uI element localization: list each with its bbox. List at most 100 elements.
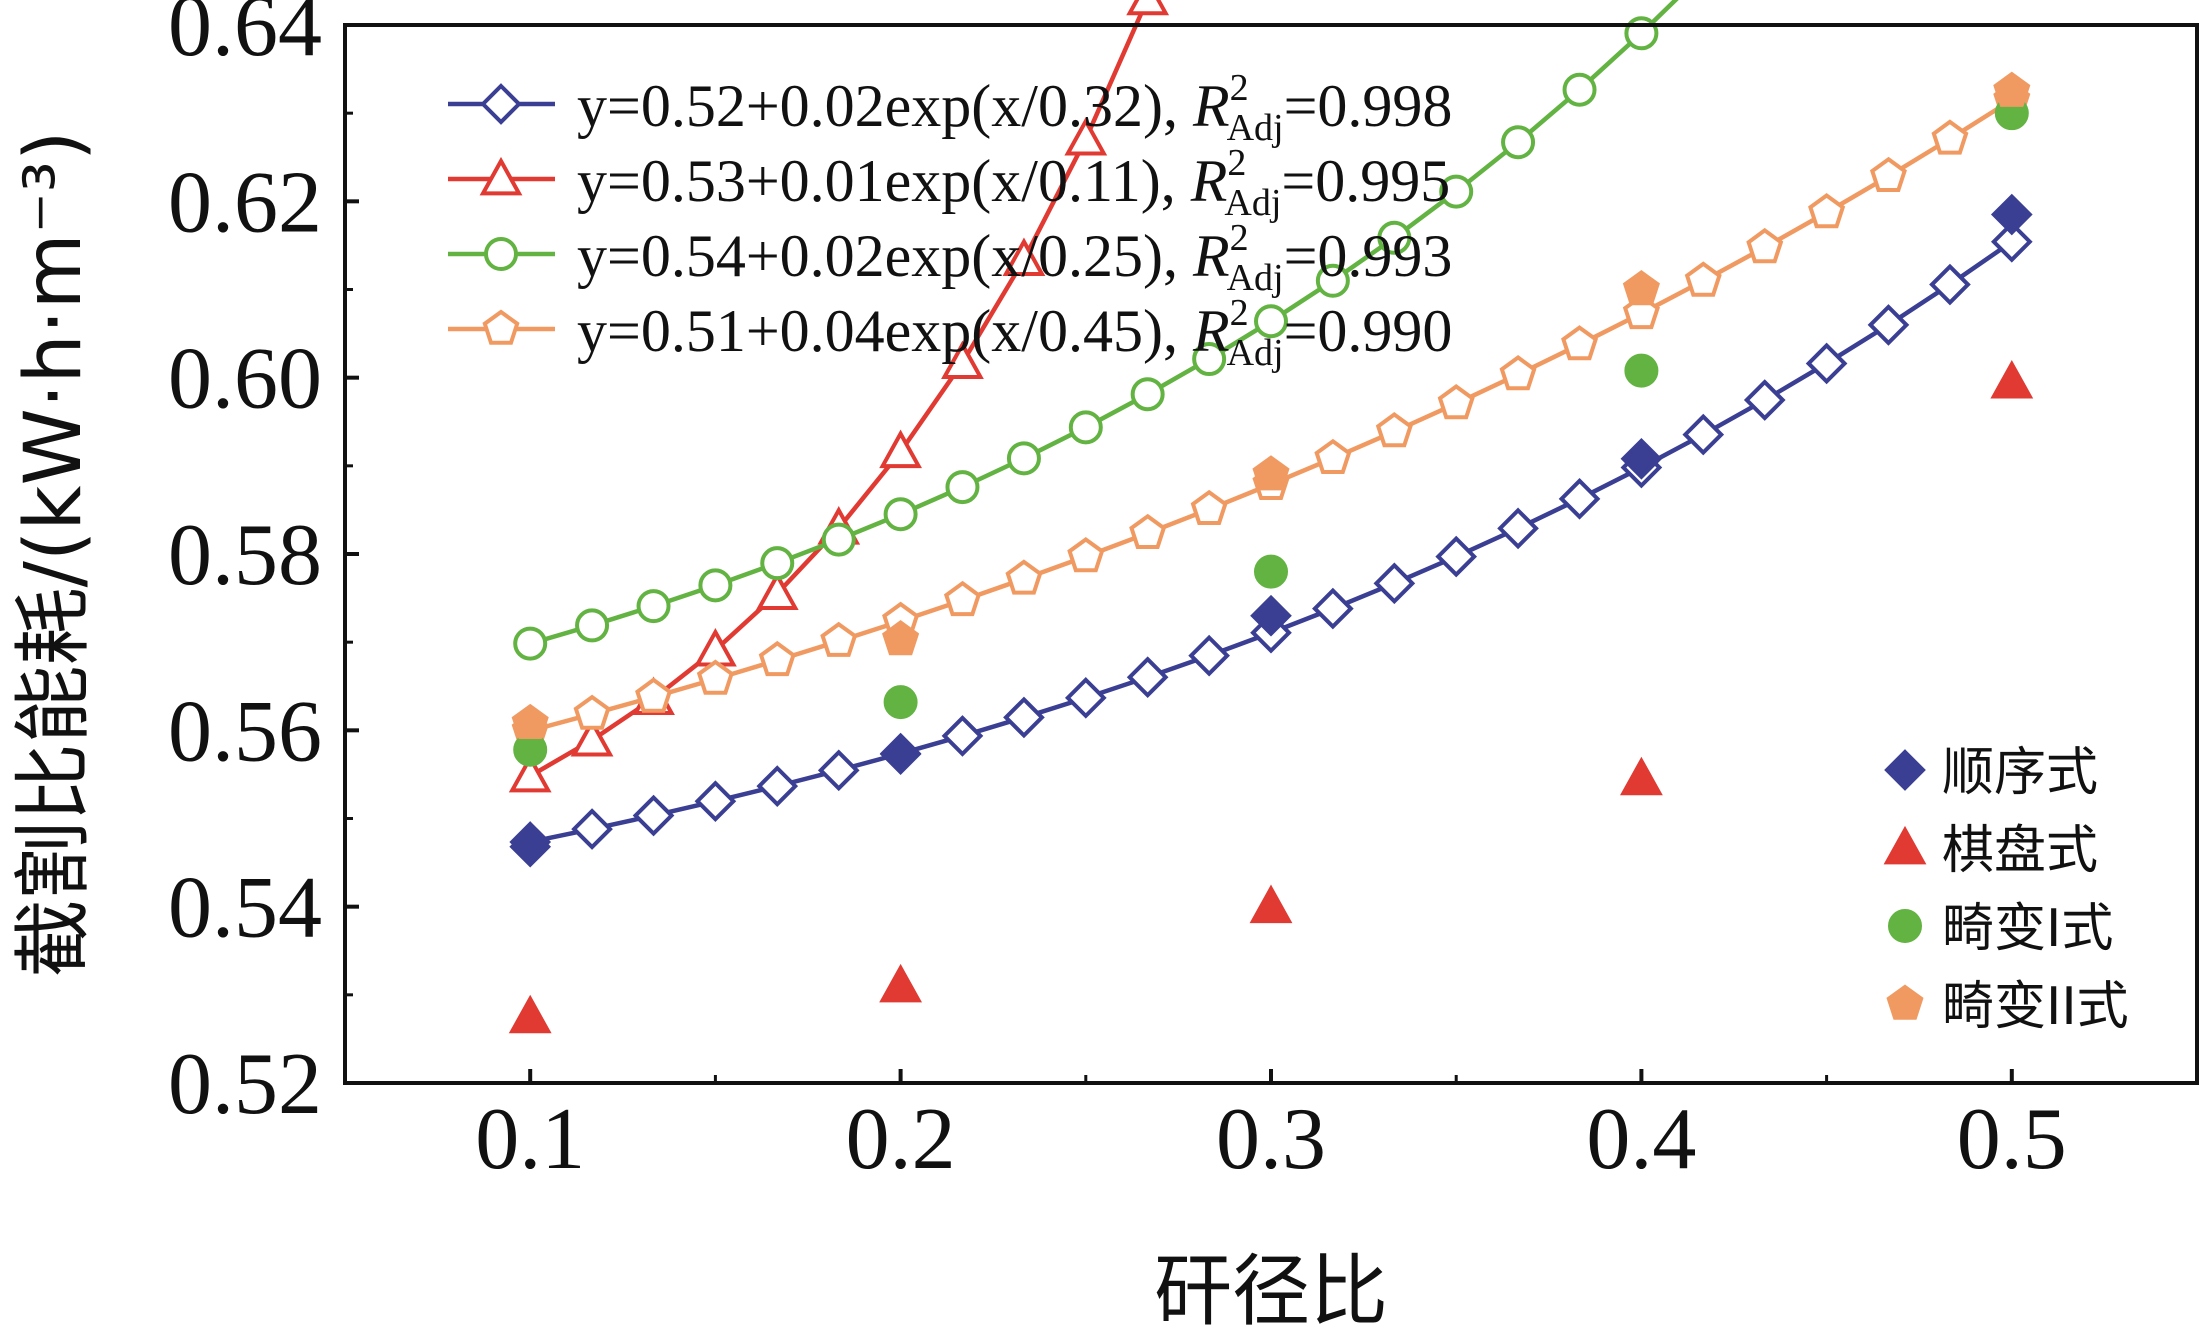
data-point [509,825,552,868]
data-point [508,994,552,1034]
data-point [1254,554,1288,589]
fit-distorted-1-point [1377,220,1412,255]
fit-legend-entry: y=0.51+0.04exp(x/0.45), R2 Adj=0.990 [448,292,1452,374]
r-symbol: R [1192,73,1230,139]
data-point [1620,756,1663,796]
fit-legend-label: y=0.53+0.01exp(x/0.11), R2 Adj=0.995 [577,142,1450,224]
fit-sequential-point [1805,342,1848,385]
fit-legend-marker [479,156,523,196]
r2-value: =0.993 [1284,223,1453,289]
fit-checkerboard-point [508,753,552,793]
fit-distorted-2-point [1129,513,1167,549]
fit-distorted-2-point [696,659,734,695]
fit-distorted-1-point [1192,342,1227,377]
fit-distorted-1-point [760,546,795,581]
fit-sequential-point [632,794,675,837]
fit-legend-label: y=0.54+0.02exp(x/0.25), R2 Adj=0.993 [577,217,1452,299]
fit-distorted-1-point [821,522,856,557]
fit-distorted-2-point [1869,156,1907,192]
fit-sequential-point [1743,379,1786,421]
fit-sequential-point [1188,634,1230,677]
fit-distorted-1-point [575,608,610,643]
fit-distorted-1-point [1006,441,1041,476]
fit-legend-entry: y=0.54+0.02exp(x/0.25), R2 Adj=0.993 [448,217,1452,299]
fit-distorted-1-point [1254,304,1288,339]
fit-distorted-1-point [513,626,548,661]
y-tick-label: 0.62 [168,154,322,251]
fit-distorted-1-point [636,589,671,624]
series-1 [509,193,2033,868]
fit-checkerboard-point [879,429,922,469]
r2-value: =0.998 [1284,73,1453,139]
y-tick-label: 0.54 [168,860,322,957]
fit-legend-marker [484,237,518,271]
fit-checkerboard-point [1002,237,1046,277]
r-subscript: Adj [1227,332,1284,374]
y-tick-label: 0.52 [168,1036,322,1133]
series-legend-label: 顺序式 [1942,743,2098,803]
fit-distorted-2-point [1314,438,1352,474]
fit-distorted-1-point [945,470,980,505]
data-layer [508,71,2034,1034]
r-superscript: 2 [1230,67,1249,109]
fit-legend: y=0.52+0.02exp(x/0.32), R2 Adj=0.998y=0.5… [448,67,1452,374]
fit-sequential-point [1312,587,1354,630]
data-point [882,620,920,656]
r-subscript: Adj [1227,107,1284,149]
fit-legend-marker [480,83,522,125]
fit-equation: y=0.54+0.02exp(x/0.25), [577,223,1193,289]
fit-sequential-point [1929,263,1971,306]
data-point [879,733,922,775]
data-point [513,732,548,767]
data-point [883,685,918,720]
fit-sequential-point [1867,304,1910,346]
fit-distorted-2-point [573,694,611,730]
fit-sequential-point [1003,696,1045,739]
fit-distorted-2-point [1808,193,1846,229]
fit-sequential-point [941,715,984,757]
series-4 [511,71,2031,739]
fit-checkerboard-point [1064,116,1108,156]
series-legend-entry: 顺序式 [1884,743,2098,803]
x-tick-label: 0.4 [1586,1091,1696,1188]
fit-legend-label: y=0.51+0.04exp(x/0.45), R2 Adj=0.990 [577,292,1452,374]
fit-equation: y=0.53+0.01exp(x/0.11), [577,148,1191,214]
fit-distorted-2-point [820,621,858,657]
series-legend-entry: 畸变II式 [1886,977,2129,1037]
series-legend-entry: 畸变I式 [1888,899,2113,959]
fit-distorted-2-point [1190,489,1228,525]
data-point [1249,884,1293,924]
fit-equation: y=0.51+0.04exp(x/0.45), [577,298,1193,364]
fit-distorted-1-point [698,568,733,603]
r2-value: =0.990 [1284,298,1453,364]
series-legend-entry: 棋盘式 [1883,821,2098,881]
r-symbol: R [1192,298,1230,364]
r-superscript: 2 [1230,217,1249,259]
data-point [511,703,549,739]
fit-distorted-2-point [758,640,796,677]
series-legend-label: 畸变I式 [1942,899,2113,959]
data-point [1250,594,1292,637]
y-tick-label: 0.64 [168,0,322,75]
r-superscript: 2 [1227,142,1246,184]
fit-sequential-point [571,808,613,850]
data-point [1990,193,2033,236]
fit-checkerboard [508,0,1170,793]
fit-distorted-2-point [1067,537,1105,573]
series-2 [508,359,2034,1034]
fit-distorted-1-point [1501,125,1536,160]
x-tick-label: 0.1 [475,1091,585,1188]
fit-sequential [509,220,2033,863]
fit-checkerboard-point [755,571,799,610]
r-subscript: Adj [1227,257,1284,299]
fit-legend-marker [482,309,520,345]
data-point [1990,359,2034,399]
y-tick-label: 0.56 [168,683,322,780]
r-symbol: R [1192,223,1230,289]
x-tick-label: 0.5 [1957,1091,2067,1188]
data-point [1622,270,1660,306]
fit-sequential-point [694,780,737,823]
fit-distorted-2-point [1931,119,1969,155]
